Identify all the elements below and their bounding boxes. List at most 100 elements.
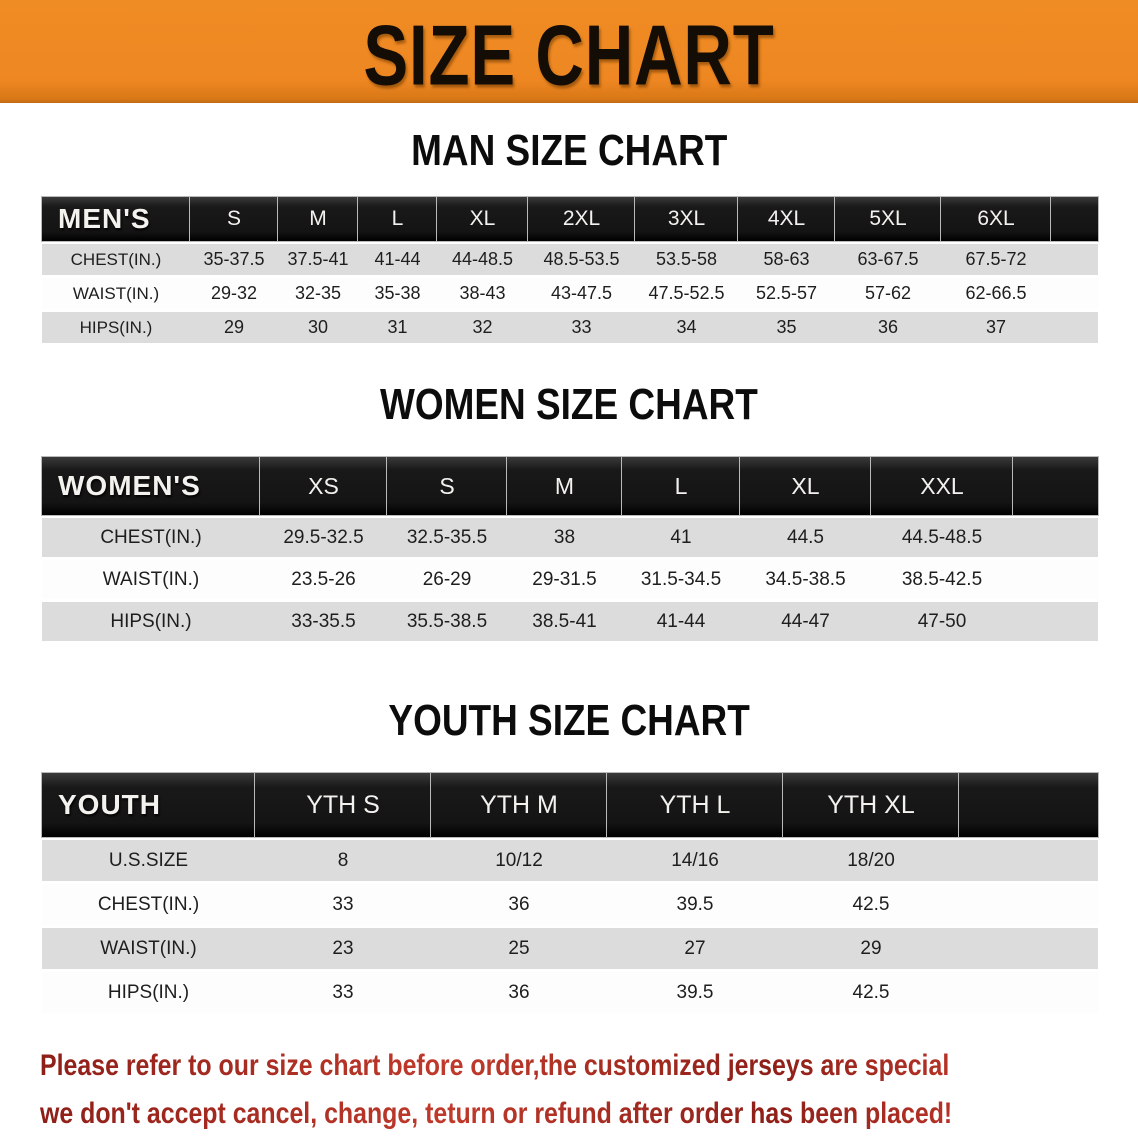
size-value-cell: 25 <box>431 928 607 969</box>
size-column-header: S <box>387 457 507 515</box>
size-value-cell: 35-37.5 <box>190 244 278 275</box>
size-value-cell: 29 <box>783 928 959 969</box>
table-row: HIPS(IN.) 29 30 31 32 33 34 35 36 37 <box>42 312 1098 343</box>
table-corner-label: WOMEN'S <box>42 457 260 515</box>
size-value-cell: 42.5 <box>783 884 959 925</box>
size-column-header: S <box>190 197 278 241</box>
size-value-cell: 30 <box>278 312 358 343</box>
disclaimer: Please refer to our size chart before or… <box>40 1042 1138 1138</box>
women-size-section: WOMEN SIZE CHART WOMEN'S XS S M L XL XXL CHEST(… <box>0 380 1138 644</box>
size-column-header: YTH S <box>255 773 431 837</box>
header-filler <box>1051 197 1098 241</box>
row-label: WAIST(IN.) <box>42 560 260 599</box>
size-value-cell: 38.5-42.5 <box>871 560 1013 599</box>
size-value-cell: 36 <box>431 972 607 1013</box>
table-corner-label: YOUTH <box>42 773 255 837</box>
size-value-cell: 33 <box>255 972 431 1013</box>
size-value-cell: 38 <box>507 518 622 557</box>
size-value-cell: 29-32 <box>190 278 278 309</box>
size-value-cell: 36 <box>835 312 941 343</box>
size-column-header: 4XL <box>738 197 835 241</box>
table-row: U.S.SIZE 8 10/12 14/16 18/20 <box>42 840 1098 881</box>
size-value-cell: 27 <box>607 928 783 969</box>
size-column-header: 2XL <box>528 197 635 241</box>
size-value-cell: 44-48.5 <box>437 244 528 275</box>
row-label: HIPS(IN.) <box>42 312 190 343</box>
row-label: WAIST(IN.) <box>42 928 255 969</box>
disclaimer-line-2: we don't accept cancel, change, teturn o… <box>40 1090 952 1138</box>
size-column-header: L <box>622 457 740 515</box>
table-row: WAIST(IN.) 23 25 27 29 <box>42 928 1098 969</box>
size-value-cell: 31.5-34.5 <box>622 560 740 599</box>
table-corner-label: MEN'S <box>42 197 190 241</box>
size-column-header: M <box>507 457 622 515</box>
size-column-header: M <box>278 197 358 241</box>
size-column-header: YTH XL <box>783 773 959 837</box>
size-value-cell: 29 <box>190 312 278 343</box>
men-section-heading: MAN SIZE CHART <box>410 126 728 175</box>
women-size-table: WOMEN'S XS S M L XL XXL CHEST(IN.) 29.5-32.5 32.5… <box>42 454 1098 644</box>
size-value-cell: 31 <box>358 312 437 343</box>
row-filler <box>1051 278 1098 309</box>
size-value-cell: 36 <box>431 884 607 925</box>
size-column-header: XL <box>740 457 871 515</box>
size-column-header: 6XL <box>941 197 1051 241</box>
size-value-cell: 58-63 <box>738 244 835 275</box>
size-value-cell: 23 <box>255 928 431 969</box>
size-column-header: YTH M <box>431 773 607 837</box>
row-label: WAIST(IN.) <box>42 278 190 309</box>
table-row: HIPS(IN.) 33-35.5 35.5-38.5 38.5-41 41-44 44-… <box>42 602 1098 641</box>
row-label: HIPS(IN.) <box>42 972 255 1013</box>
header-filler <box>1013 457 1098 515</box>
size-value-cell: 38.5-41 <box>507 602 622 641</box>
youth-size-section: YOUTH SIZE CHART YOUTH YTH S YTH M YTH L YTH… <box>0 696 1138 1016</box>
size-value-cell: 8 <box>255 840 431 881</box>
women-heading-wrap: WOMEN SIZE CHART <box>0 380 1138 430</box>
banner: SIZE CHART <box>0 0 1138 103</box>
size-value-cell: 35 <box>738 312 835 343</box>
size-value-cell: 29-31.5 <box>507 560 622 599</box>
disclaimer-line-1: Please refer to our size chart before or… <box>40 1042 1070 1090</box>
row-filler <box>959 928 1098 969</box>
size-value-cell: 32 <box>437 312 528 343</box>
table-row: CHEST(IN.) 35-37.5 37.5-41 41-44 44-48.5 48.5… <box>42 244 1098 275</box>
size-column-header: L <box>358 197 437 241</box>
size-value-cell: 43-47.5 <box>528 278 635 309</box>
size-value-cell: 37 <box>941 312 1051 343</box>
size-value-cell: 33 <box>255 884 431 925</box>
size-column-header: XS <box>260 457 387 515</box>
size-value-cell: 23.5-26 <box>260 560 387 599</box>
size-column-header: 3XL <box>635 197 738 241</box>
size-value-cell: 18/20 <box>783 840 959 881</box>
size-value-cell: 35.5-38.5 <box>387 602 507 641</box>
size-column-header: 5XL <box>835 197 941 241</box>
size-value-cell: 62-66.5 <box>941 278 1051 309</box>
row-filler <box>1013 518 1098 557</box>
size-value-cell: 33-35.5 <box>260 602 387 641</box>
size-value-cell: 34 <box>635 312 738 343</box>
row-label: HIPS(IN.) <box>42 602 260 641</box>
youth-heading-wrap: YOUTH SIZE CHART <box>0 696 1138 746</box>
table-row: HIPS(IN.) 33 36 39.5 42.5 <box>42 972 1098 1013</box>
size-value-cell: 39.5 <box>607 972 783 1013</box>
row-filler <box>959 972 1098 1013</box>
row-label: CHEST(IN.) <box>42 884 255 925</box>
table-row: WAIST(IN.) 23.5-26 26-29 29-31.5 31.5-34.5 34… <box>42 560 1098 599</box>
youth-section-heading: YOUTH SIZE CHART <box>388 696 750 745</box>
size-value-cell: 41-44 <box>358 244 437 275</box>
size-value-cell: 47-50 <box>871 602 1013 641</box>
row-filler <box>959 884 1098 925</box>
men-heading-wrap: MAN SIZE CHART <box>0 126 1138 176</box>
size-value-cell: 33 <box>528 312 635 343</box>
size-value-cell: 53.5-58 <box>635 244 738 275</box>
size-value-cell: 44.5 <box>740 518 871 557</box>
row-filler <box>959 840 1098 881</box>
row-filler <box>1013 560 1098 599</box>
size-value-cell: 10/12 <box>431 840 607 881</box>
row-label: CHEST(IN.) <box>42 244 190 275</box>
size-value-cell: 41-44 <box>622 602 740 641</box>
row-label: CHEST(IN.) <box>42 518 260 557</box>
row-filler <box>1051 312 1098 343</box>
size-value-cell: 63-67.5 <box>835 244 941 275</box>
